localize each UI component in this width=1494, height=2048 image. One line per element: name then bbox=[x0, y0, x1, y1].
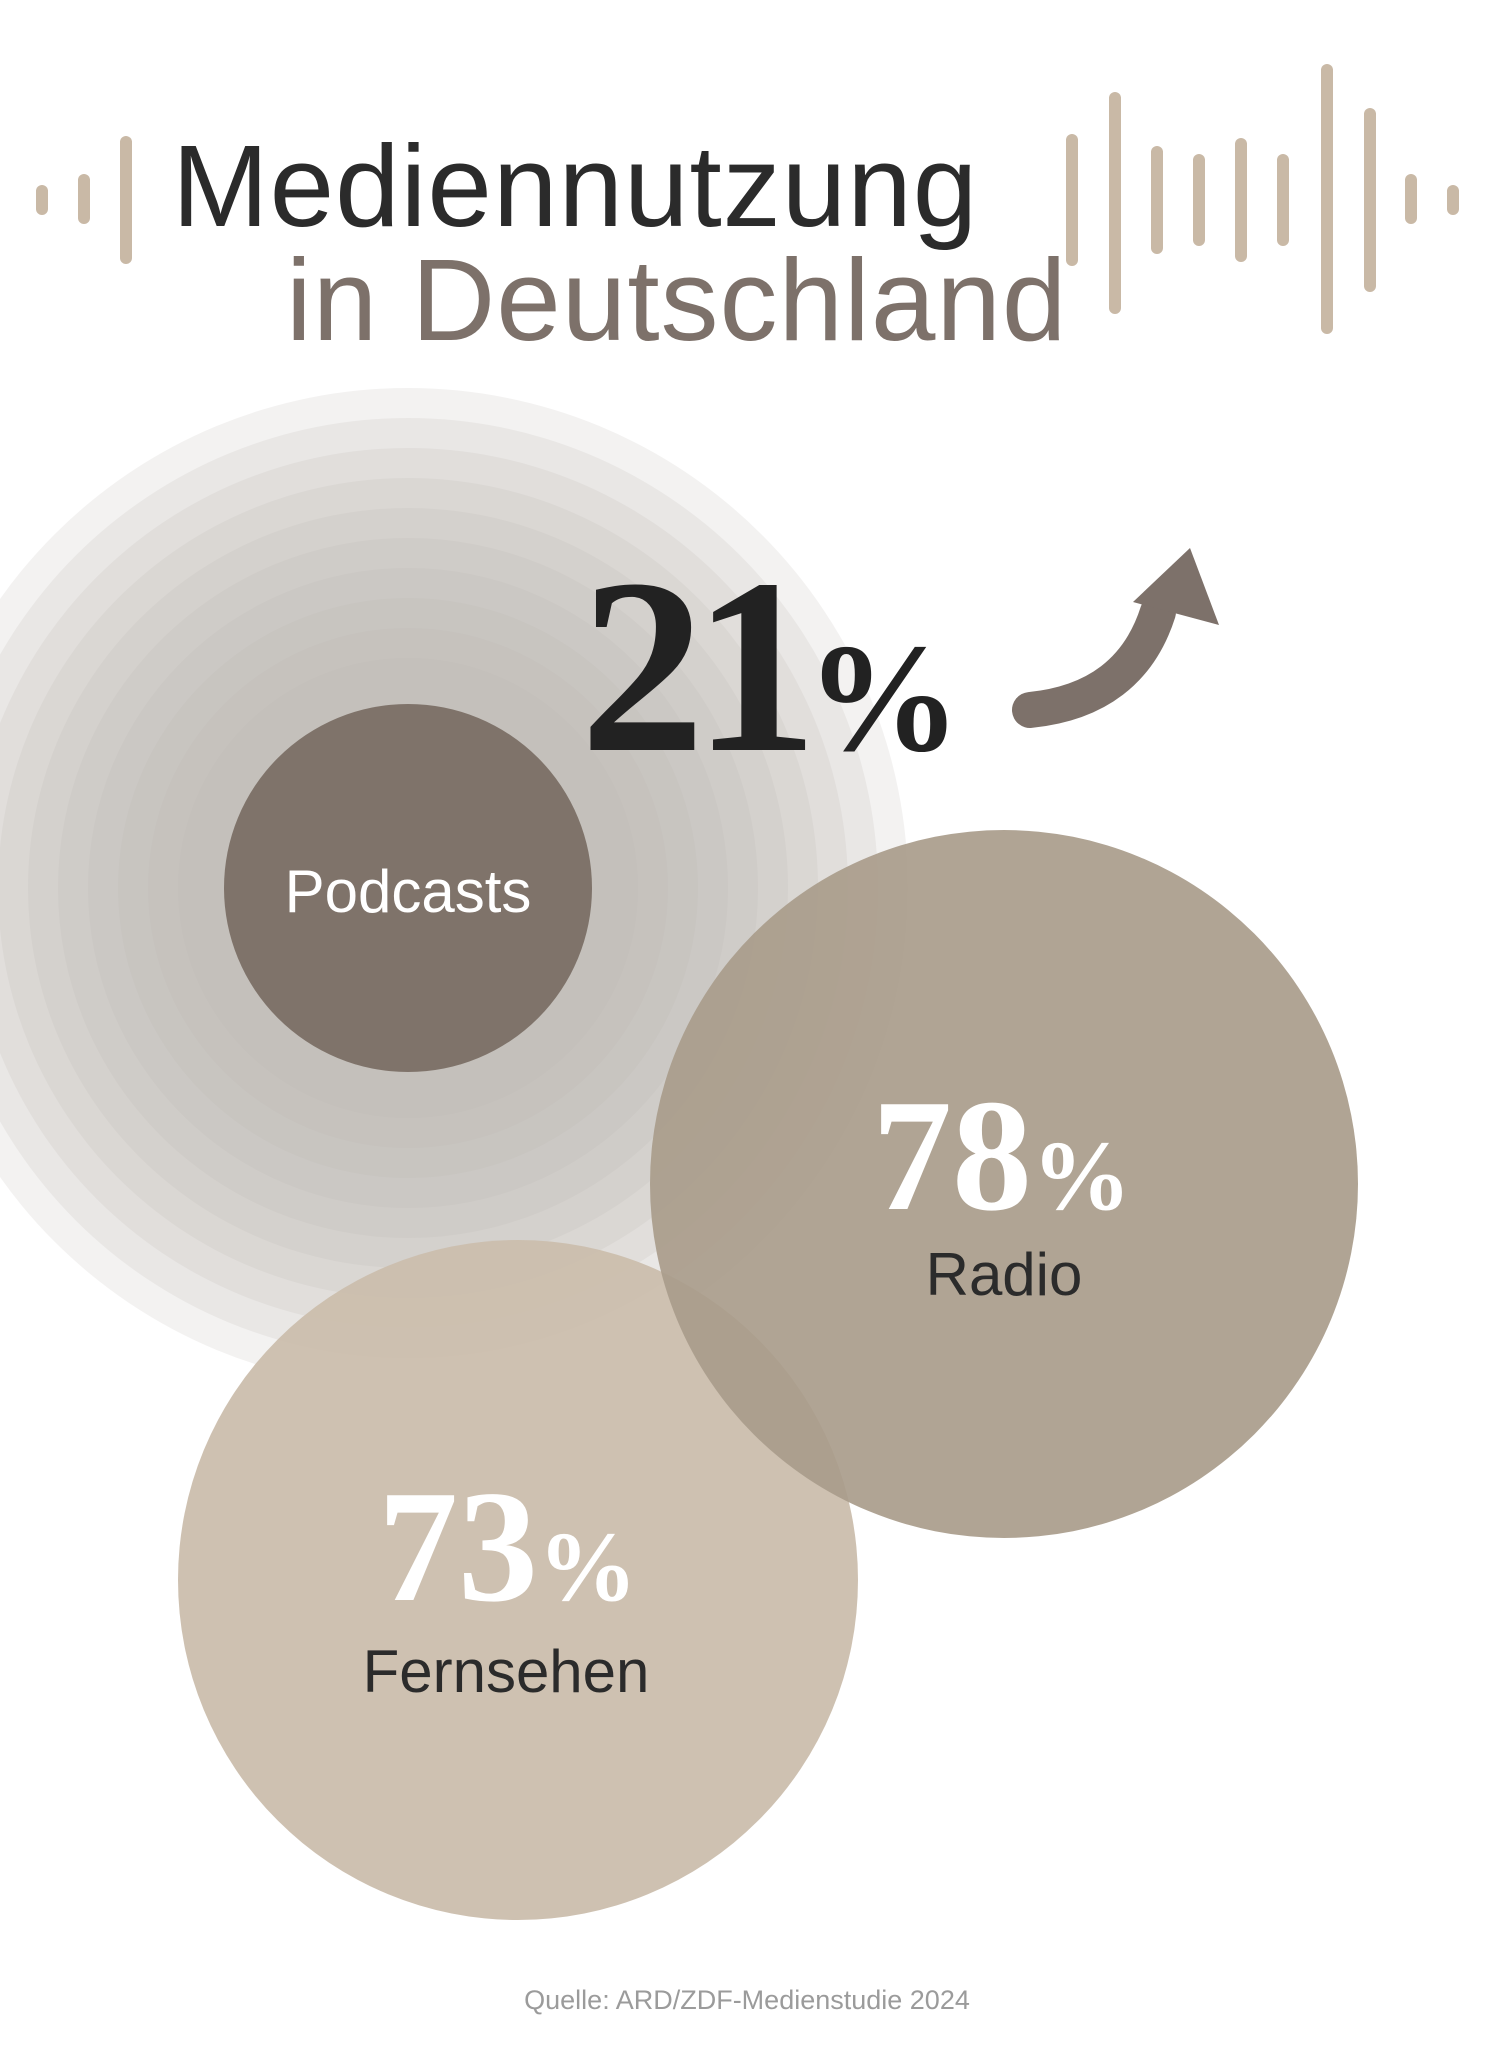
radio-unit: % bbox=[1032, 1122, 1132, 1231]
podcasts-label: Podcasts bbox=[284, 858, 532, 925]
radio-label: Radio bbox=[925, 1241, 1083, 1308]
radio-value: 78 bbox=[872, 1066, 1032, 1244]
trend-up-arrow-icon bbox=[1012, 548, 1219, 728]
radio-percentage: 78% bbox=[872, 1075, 1131, 1235]
fernsehen-unit: % bbox=[538, 1513, 638, 1622]
fernsehen-percentage: 73% bbox=[378, 1466, 637, 1626]
fernsehen-value: 73 bbox=[378, 1457, 538, 1635]
sound-wave-icon bbox=[36, 64, 1459, 334]
podcasts-percentage: 21% bbox=[580, 542, 961, 792]
podcasts-circle bbox=[224, 704, 592, 1072]
radio-circle bbox=[650, 830, 1358, 1538]
source-note: Quelle: ARD/ZDF-Medienstudie 2024 bbox=[524, 1985, 970, 2015]
fernsehen-label: Fernsehen bbox=[362, 1638, 650, 1705]
podcasts-unit: % bbox=[806, 612, 961, 784]
podcasts-value: 21 bbox=[580, 528, 818, 805]
fernsehen-circle bbox=[178, 1240, 858, 1920]
title-line-1: Mediennutzung bbox=[172, 121, 979, 251]
title-line-2: in Deutschland bbox=[286, 235, 1068, 365]
